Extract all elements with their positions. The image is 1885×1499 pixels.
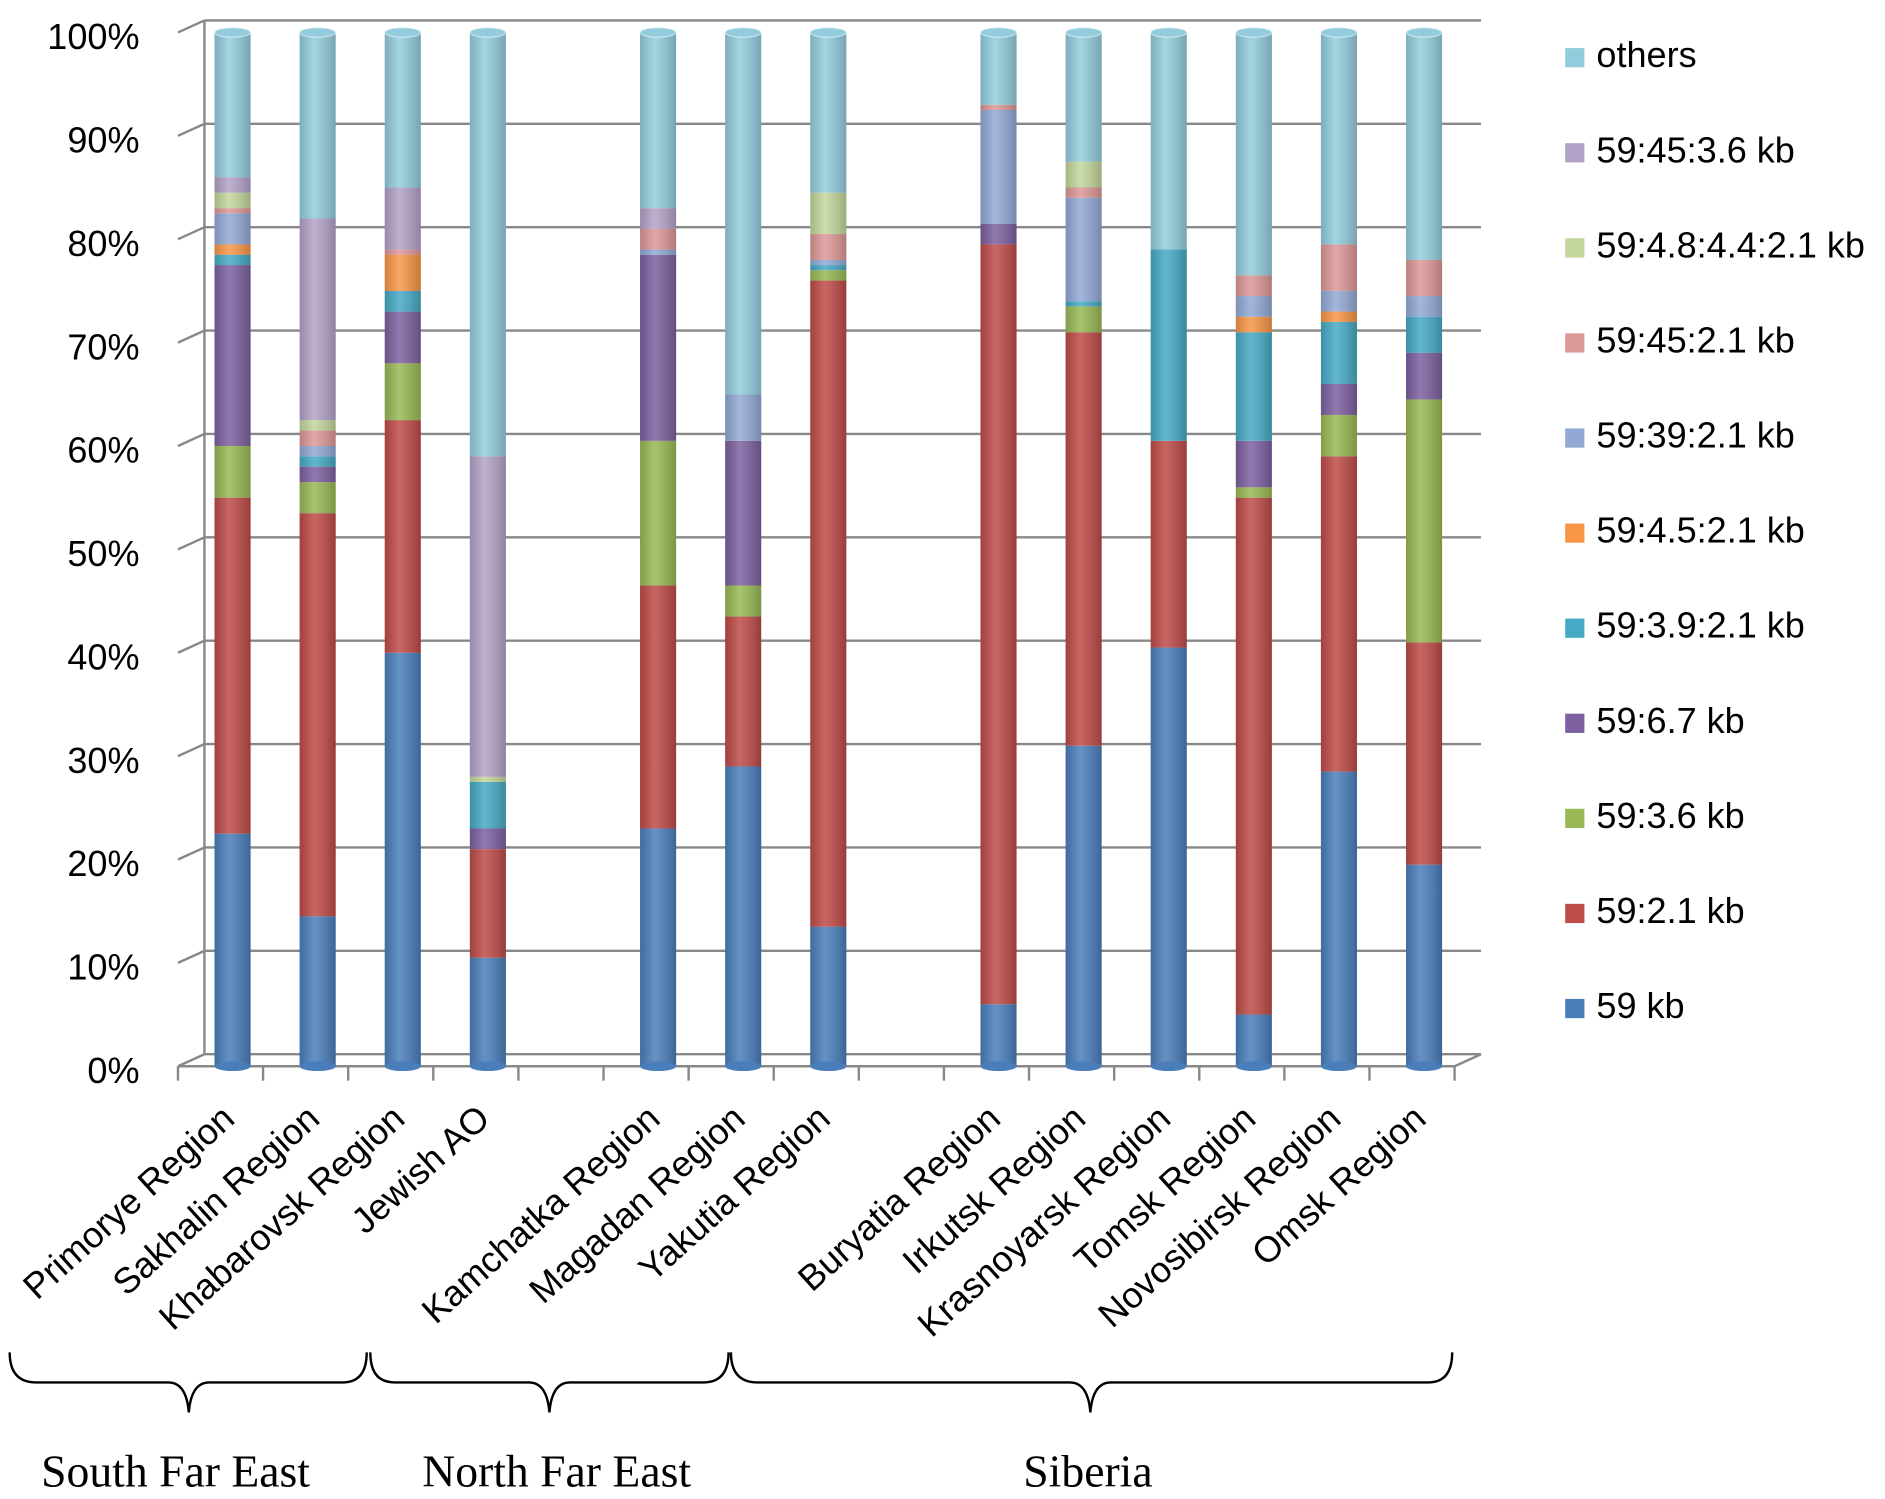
y-tick-label: 90% — [67, 120, 139, 161]
legend-swatch — [1565, 143, 1585, 163]
bar-top — [979, 27, 1018, 38]
tick-mark — [177, 122, 205, 137]
legend-swatch — [1565, 903, 1585, 924]
bar-shade — [299, 32, 336, 1067]
y-tick-label: 40% — [67, 636, 139, 677]
tick-mark — [177, 846, 205, 861]
axis-line — [1454, 1053, 1482, 1068]
legend-label: 59:3.9:2.1 kb — [1596, 605, 1804, 646]
bar-bottom — [1150, 1061, 1187, 1072]
group-label: Siberia — [1023, 1446, 1152, 1497]
y-tick-label: 50% — [67, 533, 139, 574]
tick-mark — [177, 639, 205, 654]
bar-bottom — [980, 1061, 1017, 1072]
tick-mark — [177, 19, 205, 34]
bar-bottom — [810, 1061, 847, 1072]
bar-shade — [1150, 32, 1187, 1067]
bar-top — [299, 27, 337, 38]
bar-shade — [980, 32, 1017, 1067]
bar-shade — [214, 32, 251, 1067]
legend-swatch — [1565, 998, 1585, 1019]
legend-label: others — [1596, 34, 1696, 75]
y-tick-label: 80% — [67, 223, 139, 264]
group-bracket — [729, 1352, 1454, 1413]
y-tick-label: 30% — [67, 740, 139, 781]
legend-swatch — [1565, 428, 1585, 448]
bar-bottom — [1320, 1061, 1357, 1072]
legend-label: 59:4.5:2.1 kb — [1596, 510, 1804, 551]
legend-label: 59:2.1 kb — [1596, 890, 1744, 931]
bar-top — [1405, 27, 1443, 38]
bar-top — [213, 27, 252, 38]
y-tick-label: 0% — [87, 1050, 139, 1091]
y-tick-label: 10% — [67, 947, 139, 988]
legend-label: 59:4.8:4.4:2.1 kb — [1596, 224, 1865, 265]
legend-swatch — [1565, 333, 1585, 353]
y-tick-label: 100% — [47, 16, 139, 57]
bar-top — [1320, 27, 1358, 38]
bar-shade — [1065, 32, 1102, 1067]
legend-label: 59:45:3.6 kb — [1596, 129, 1794, 170]
group-bracket — [369, 1352, 730, 1413]
bar-bottom — [384, 1061, 421, 1072]
legend-swatch — [1565, 808, 1585, 828]
bar-bottom — [299, 1061, 336, 1072]
bar-shade — [1406, 32, 1443, 1067]
tick-mark — [177, 329, 205, 344]
bar-top — [1064, 27, 1103, 38]
legend-swatch — [1565, 48, 1585, 68]
bar-bottom — [640, 1061, 677, 1072]
tick-mark — [177, 536, 205, 551]
bar-bottom — [1065, 1061, 1102, 1072]
group-label: South Far East — [41, 1446, 310, 1497]
legend-swatch — [1565, 238, 1585, 258]
bar-top — [809, 27, 847, 38]
bar-top — [1235, 27, 1273, 38]
legend-swatch — [1565, 618, 1585, 638]
bar-bottom — [469, 1061, 506, 1072]
tick-mark — [177, 742, 205, 758]
bar-top — [1150, 27, 1188, 38]
bar-shade — [640, 32, 677, 1067]
bar-shade — [469, 32, 506, 1067]
legend-label: 59:45:2.1 kb — [1596, 319, 1794, 360]
bar-bottom — [1406, 1061, 1443, 1072]
legend-swatch — [1565, 713, 1585, 733]
bar-top — [724, 27, 762, 38]
bar-top — [384, 27, 422, 38]
bar-top — [469, 27, 507, 38]
tick-mark — [177, 432, 205, 448]
tick-mark — [177, 949, 205, 964]
legend-label: 59:39:2.1 kb — [1596, 415, 1794, 456]
bar-shade — [1320, 32, 1357, 1067]
bar-bottom — [214, 1061, 251, 1072]
bar-shade — [725, 32, 762, 1067]
y-tick-label: 70% — [67, 326, 139, 367]
bar-shade — [810, 32, 847, 1067]
legend-label: 59 kb — [1596, 985, 1684, 1026]
bar-shade — [1235, 32, 1272, 1067]
tick-mark — [177, 226, 205, 241]
bar-shade — [384, 32, 421, 1067]
y-tick-label: 20% — [67, 843, 139, 884]
bar-bottom — [725, 1061, 762, 1072]
bar-top — [639, 27, 677, 38]
legend-label: 59:3.6 kb — [1596, 795, 1744, 836]
y-tick-label: 60% — [67, 430, 139, 471]
tick-mark — [177, 1053, 205, 1068]
group-bracket — [8, 1352, 368, 1413]
bar-bottom — [1235, 1061, 1272, 1072]
legend-label: 59:6.7 kb — [1596, 700, 1744, 741]
legend-swatch — [1565, 523, 1585, 543]
group-label: North Far East — [422, 1446, 691, 1497]
